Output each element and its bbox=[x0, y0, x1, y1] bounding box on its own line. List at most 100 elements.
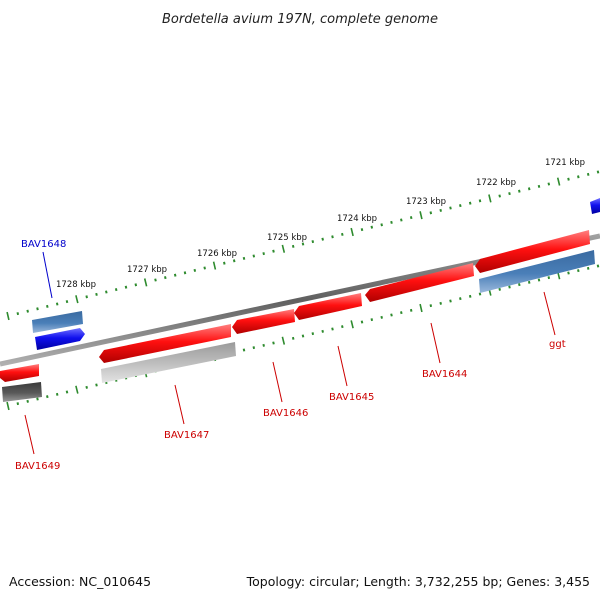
outer-minor-tick bbox=[232, 259, 236, 263]
gene-arrow-bav1645[interactable] bbox=[294, 293, 362, 320]
outer-minor-tick bbox=[508, 192, 511, 196]
tick-label-1727: 1727 kbp bbox=[127, 265, 167, 275]
leader-line-bav1649 bbox=[24, 414, 35, 455]
outer-major-tick bbox=[6, 311, 10, 321]
inner-minor-tick bbox=[518, 283, 521, 287]
inner-minor-tick bbox=[390, 313, 393, 317]
outer-major-tick bbox=[556, 177, 561, 186]
inner-minor-tick bbox=[498, 287, 501, 291]
inner-minor-tick bbox=[291, 336, 295, 340]
outer-minor-tick bbox=[193, 268, 197, 272]
gene-label-bav1645[interactable]: BAV1645 bbox=[329, 392, 374, 403]
map-title: Bordetella avium 197N, complete genome bbox=[162, 12, 438, 27]
gene-arrow-bav1646[interactable] bbox=[232, 309, 295, 334]
inner-major-tick bbox=[350, 320, 354, 329]
leader-line-bav1646 bbox=[272, 361, 283, 403]
tick-label-1724: 1724 kbp bbox=[337, 214, 377, 224]
gene-label-bav1646[interactable]: BAV1646 bbox=[263, 408, 308, 419]
outer-minor-tick bbox=[331, 235, 334, 239]
inner-minor-tick bbox=[400, 311, 403, 315]
outer-minor-tick bbox=[311, 240, 315, 244]
gene-arrow-bav1648[interactable] bbox=[35, 328, 85, 350]
inner-minor-tick bbox=[26, 399, 29, 403]
feature-bar-bav1648 bbox=[32, 311, 83, 333]
outer-minor-tick bbox=[26, 309, 29, 313]
outer-major-tick bbox=[212, 261, 217, 270]
inner-minor-tick bbox=[301, 334, 305, 338]
outer-minor-tick bbox=[527, 187, 531, 191]
feature-bar-bav1649 bbox=[2, 382, 42, 402]
gene-arrow-bav1644[interactable] bbox=[365, 263, 474, 302]
outer-minor-tick bbox=[409, 216, 413, 220]
outer-minor-tick bbox=[65, 300, 69, 304]
inner-minor-tick bbox=[429, 304, 433, 308]
inner-minor-tick bbox=[459, 297, 462, 301]
outer-major-tick bbox=[143, 278, 148, 287]
outer-minor-tick bbox=[223, 261, 226, 265]
outer-minor-tick bbox=[55, 302, 59, 306]
inner-major-tick bbox=[419, 303, 423, 313]
outer-minor-tick bbox=[596, 170, 600, 174]
outer-minor-tick bbox=[85, 295, 88, 299]
outer-minor-tick bbox=[478, 199, 482, 203]
outer-minor-tick bbox=[124, 285, 128, 289]
gene-arrow-bav1647[interactable] bbox=[99, 324, 231, 363]
outer-major-tick bbox=[419, 211, 423, 220]
outer-minor-tick bbox=[360, 228, 364, 232]
outer-minor-tick bbox=[429, 211, 433, 215]
inner-major-tick bbox=[281, 336, 286, 345]
feature-bar-bav1647 bbox=[101, 342, 236, 383]
outer-minor-tick bbox=[242, 256, 246, 260]
feature-bar-ggt bbox=[479, 250, 595, 293]
leader-line-bav1647 bbox=[174, 384, 185, 425]
outer-minor-tick bbox=[577, 175, 580, 179]
outer-minor-tick bbox=[567, 177, 570, 181]
accession-text: Accession: NC_010645 bbox=[9, 574, 151, 589]
inner-minor-tick bbox=[262, 343, 265, 347]
inner-minor-tick bbox=[409, 308, 413, 312]
gene-label-bav1648[interactable]: BAV1648 bbox=[21, 239, 66, 250]
outer-minor-tick bbox=[449, 206, 452, 210]
outer-minor-tick bbox=[36, 307, 39, 311]
gene-arrow-bav1649[interactable] bbox=[0, 364, 39, 382]
outer-minor-tick bbox=[390, 220, 393, 224]
inner-minor-tick bbox=[252, 346, 256, 350]
outer-minor-tick bbox=[400, 218, 403, 222]
inner-minor-tick bbox=[508, 285, 511, 289]
outer-minor-tick bbox=[459, 204, 462, 208]
gene-label-bav1644[interactable]: BAV1644 bbox=[422, 369, 467, 380]
inner-minor-tick bbox=[331, 327, 334, 331]
inner-minor-tick bbox=[272, 341, 275, 345]
gene-arrow-edge-blue[interactable] bbox=[590, 198, 600, 214]
inner-minor-tick bbox=[547, 276, 551, 280]
outer-minor-tick bbox=[46, 304, 49, 308]
gene-label-bav1649[interactable]: BAV1649 bbox=[15, 461, 60, 472]
inner-minor-tick bbox=[36, 397, 39, 401]
genome-info-text: Topology: circular; Length: 3,732,255 bp… bbox=[246, 574, 590, 589]
outer-major-tick bbox=[488, 194, 492, 203]
gene-arrow-ggt[interactable] bbox=[475, 230, 590, 273]
gene-label-bav1647[interactable]: BAV1647 bbox=[164, 430, 209, 441]
outer-minor-tick bbox=[547, 182, 551, 186]
inner-minor-tick bbox=[55, 392, 59, 396]
inner-minor-tick bbox=[341, 325, 344, 329]
inner-minor-tick bbox=[586, 266, 590, 270]
outer-minor-tick bbox=[498, 194, 501, 198]
inner-major-tick bbox=[6, 401, 10, 411]
outer-minor-tick bbox=[173, 273, 177, 277]
outer-minor-tick bbox=[301, 242, 305, 246]
outer-minor-tick bbox=[341, 232, 344, 236]
inner-minor-tick bbox=[95, 383, 98, 387]
gene-label-ggt[interactable]: ggt bbox=[549, 339, 566, 350]
inner-minor-tick bbox=[449, 299, 452, 303]
outer-minor-tick bbox=[105, 290, 108, 294]
outer-minor-tick bbox=[183, 271, 187, 275]
outer-minor-tick bbox=[262, 252, 265, 256]
outer-minor-tick bbox=[203, 266, 206, 270]
inner-minor-tick bbox=[596, 264, 600, 268]
inner-minor-tick bbox=[46, 395, 49, 399]
inner-minor-tick bbox=[468, 294, 472, 298]
outer-minor-tick bbox=[468, 201, 472, 205]
inner-minor-tick bbox=[478, 292, 482, 296]
